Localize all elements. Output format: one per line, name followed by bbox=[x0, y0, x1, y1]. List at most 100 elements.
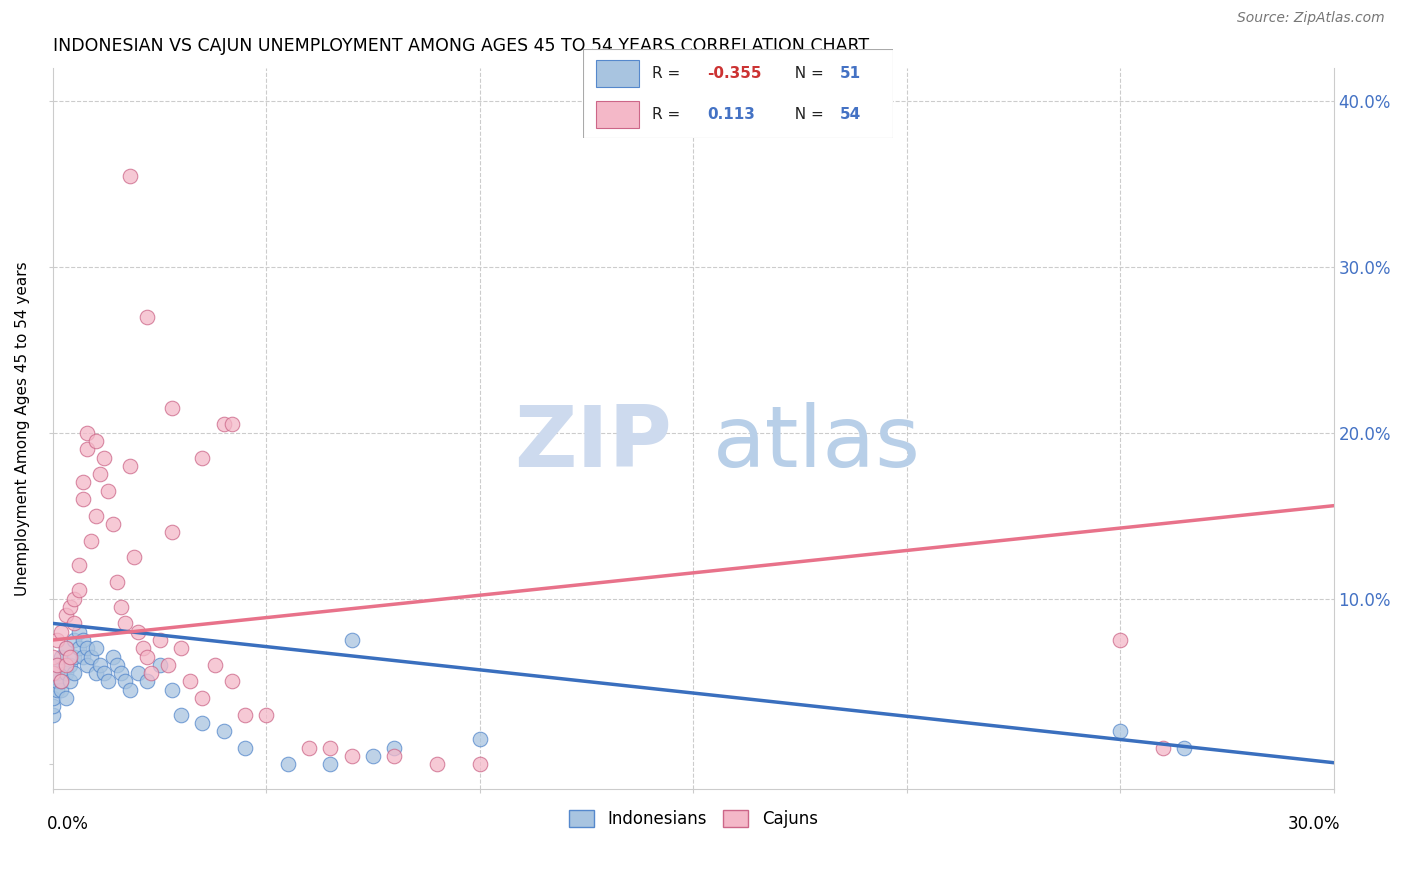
FancyBboxPatch shape bbox=[596, 101, 640, 128]
Point bbox=[384, 749, 406, 764]
Point bbox=[319, 757, 342, 772]
Point bbox=[72, 649, 94, 664]
Point bbox=[76, 657, 98, 672]
Point bbox=[42, 707, 65, 722]
Point bbox=[221, 674, 243, 689]
Point bbox=[42, 699, 65, 714]
Point bbox=[468, 757, 491, 772]
Point bbox=[46, 682, 69, 697]
Point bbox=[67, 558, 90, 573]
Point bbox=[46, 657, 69, 672]
Point bbox=[1109, 632, 1132, 647]
Point bbox=[51, 674, 73, 689]
Point bbox=[76, 442, 98, 457]
Point bbox=[93, 666, 115, 681]
Text: R =: R = bbox=[651, 107, 685, 121]
Point bbox=[162, 682, 184, 697]
Point bbox=[277, 757, 299, 772]
Point bbox=[67, 624, 90, 639]
Point bbox=[84, 434, 107, 448]
Point bbox=[101, 649, 124, 664]
Point bbox=[340, 632, 363, 647]
Point bbox=[157, 657, 180, 672]
Point bbox=[191, 691, 214, 706]
Point bbox=[55, 641, 77, 656]
Point bbox=[55, 608, 77, 623]
Point bbox=[149, 632, 172, 647]
Point bbox=[76, 425, 98, 440]
Point bbox=[118, 458, 141, 473]
Text: atlas: atlas bbox=[713, 401, 921, 484]
Point bbox=[162, 525, 184, 540]
Point bbox=[72, 475, 94, 490]
FancyBboxPatch shape bbox=[583, 49, 893, 138]
Point bbox=[118, 169, 141, 183]
Point bbox=[468, 732, 491, 747]
Point bbox=[1152, 740, 1174, 755]
Point bbox=[59, 657, 82, 672]
Text: 54: 54 bbox=[841, 107, 862, 121]
Text: N =: N = bbox=[785, 107, 828, 121]
Point bbox=[127, 624, 149, 639]
Point bbox=[179, 674, 201, 689]
Point bbox=[233, 740, 256, 755]
Text: Source: ZipAtlas.com: Source: ZipAtlas.com bbox=[1237, 12, 1385, 25]
FancyBboxPatch shape bbox=[596, 60, 640, 87]
Text: ZIP: ZIP bbox=[515, 401, 672, 484]
Point bbox=[84, 508, 107, 523]
Point bbox=[72, 632, 94, 647]
Point bbox=[1173, 740, 1195, 755]
Point bbox=[122, 550, 145, 565]
Point bbox=[89, 467, 111, 482]
Point bbox=[55, 666, 77, 681]
Point bbox=[131, 641, 153, 656]
Point bbox=[298, 740, 321, 755]
Point bbox=[105, 657, 128, 672]
Point bbox=[162, 401, 184, 415]
Point bbox=[170, 707, 193, 722]
Text: 30.0%: 30.0% bbox=[1288, 815, 1340, 833]
Point bbox=[76, 641, 98, 656]
Point bbox=[63, 666, 86, 681]
Point bbox=[46, 674, 69, 689]
Point bbox=[135, 310, 157, 324]
Text: 0.0%: 0.0% bbox=[46, 815, 89, 833]
Point bbox=[212, 724, 235, 739]
Y-axis label: Unemployment Among Ages 45 to 54 years: Unemployment Among Ages 45 to 54 years bbox=[15, 261, 30, 596]
Point bbox=[55, 691, 77, 706]
Point bbox=[51, 682, 73, 697]
Point bbox=[42, 666, 65, 681]
Text: R =: R = bbox=[651, 66, 685, 80]
Point bbox=[63, 616, 86, 631]
Point bbox=[135, 649, 157, 664]
Point bbox=[63, 632, 86, 647]
Point bbox=[1109, 724, 1132, 739]
Point bbox=[114, 616, 136, 631]
Point bbox=[384, 740, 406, 755]
Point bbox=[80, 533, 103, 548]
Point bbox=[42, 691, 65, 706]
Text: INDONESIAN VS CAJUN UNEMPLOYMENT AMONG AGES 45 TO 54 YEARS CORRELATION CHART: INDONESIAN VS CAJUN UNEMPLOYMENT AMONG A… bbox=[53, 37, 869, 55]
Point bbox=[204, 657, 226, 672]
Point bbox=[118, 682, 141, 697]
Text: 0.113: 0.113 bbox=[707, 107, 755, 121]
Point bbox=[84, 641, 107, 656]
Point bbox=[114, 674, 136, 689]
Point bbox=[80, 649, 103, 664]
Point bbox=[149, 657, 172, 672]
Point bbox=[55, 657, 77, 672]
Point bbox=[254, 707, 277, 722]
Point bbox=[170, 641, 193, 656]
Point bbox=[340, 749, 363, 764]
Point bbox=[97, 674, 120, 689]
Point bbox=[63, 649, 86, 664]
Point bbox=[127, 666, 149, 681]
Point bbox=[59, 599, 82, 614]
Point bbox=[105, 574, 128, 589]
Point bbox=[191, 715, 214, 730]
Point bbox=[97, 483, 120, 498]
Text: 51: 51 bbox=[841, 66, 862, 80]
Point bbox=[63, 591, 86, 606]
Point bbox=[51, 649, 73, 664]
Point bbox=[59, 649, 82, 664]
